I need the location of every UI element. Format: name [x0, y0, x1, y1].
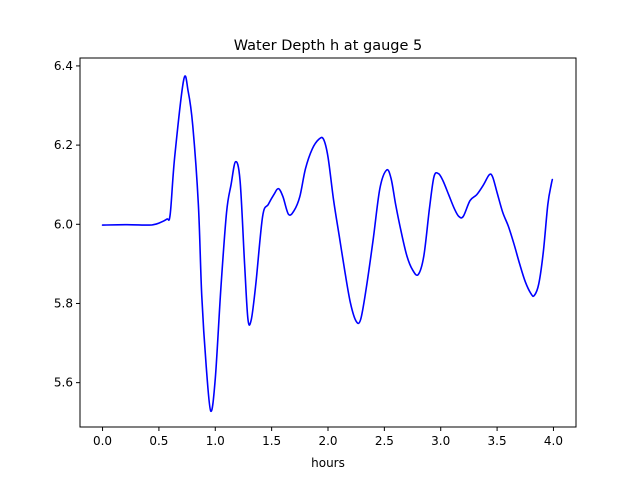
x-tick-label: 1.5: [262, 434, 281, 448]
y-axis: 5.6 5.8 6.0 6.2 6.4: [54, 59, 80, 390]
x-tick-label: 0.5: [149, 434, 168, 448]
x-axis: 0.0 0.5 1.0 1.5 2.0 2.5 3.0 3.5 4.0: [93, 427, 563, 448]
x-axis-label: hours: [311, 456, 345, 470]
y-tick-label: 6.0: [54, 217, 73, 231]
y-tick-label: 6.4: [54, 59, 73, 73]
x-tick-label: 2.0: [318, 434, 337, 448]
x-tick-label: 3.5: [488, 434, 507, 448]
x-tick-label: 0.0: [93, 434, 112, 448]
plot-area: [101, 75, 554, 412]
y-tick-label: 5.8: [54, 296, 73, 310]
x-tick-label: 3.0: [431, 434, 450, 448]
y-tick-label: 6.2: [54, 138, 73, 152]
x-tick-label: 4.0: [544, 434, 563, 448]
plot-frame: [79, 57, 577, 428]
x-tick-label: 1.0: [206, 434, 225, 448]
chart-title: Water Depth h at gauge 5: [234, 38, 422, 54]
series-line-0: [101, 75, 554, 412]
x-tick-label: 2.5: [375, 434, 394, 448]
y-tick-label: 5.6: [54, 376, 73, 390]
